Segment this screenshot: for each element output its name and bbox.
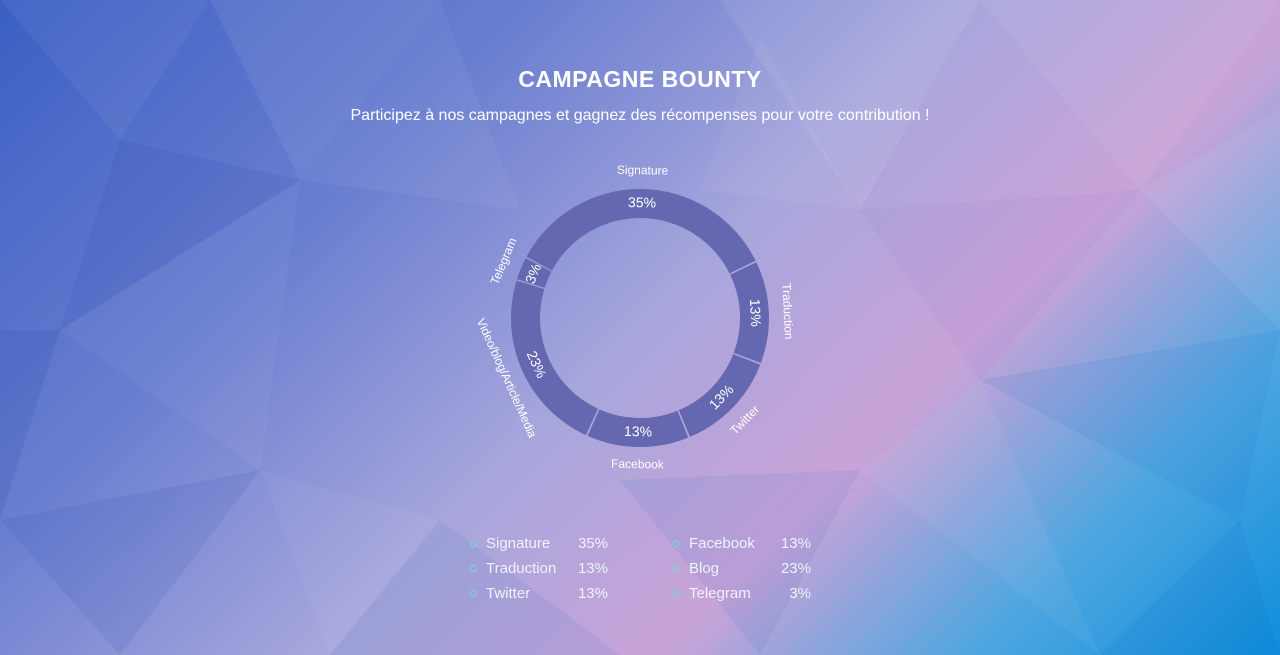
legend-item: Signature 35% <box>470 531 608 556</box>
legend-value: 23% <box>780 560 811 577</box>
donut-category-label-signature: Signature <box>617 163 669 178</box>
legend-item: Traduction 13% <box>470 556 608 581</box>
page-subtitle: Participez à nos campagnes et gagnez des… <box>350 107 930 124</box>
legend-value: 13% <box>577 560 608 577</box>
legend-dot-icon <box>673 590 680 597</box>
legend-column-left: Signature 35% Traduction 13% Twitter 13% <box>470 531 608 606</box>
legend-value: 35% <box>577 535 608 552</box>
legend-value: 13% <box>577 585 608 602</box>
legend-dot-icon <box>673 565 680 572</box>
legend-label: Telegram <box>689 585 751 602</box>
donut-slice-signature <box>526 189 756 274</box>
legend-dot-icon <box>470 540 477 547</box>
donut-slice-telegram <box>517 258 552 288</box>
donut-slice-video-blog-article-media <box>511 280 599 436</box>
donut-value-label-traduction: 13% <box>747 298 764 327</box>
donut-value-label-telegram: 3% <box>522 261 545 286</box>
donut-category-label-traduction: Traduction <box>779 283 796 340</box>
donut-value-label-facebook: 13% <box>624 423 652 439</box>
legend-value: 3% <box>789 585 811 602</box>
legend-label: Blog <box>689 560 720 577</box>
legend-column-right: Facebook 13% Blog 23% Telegram 3% <box>673 531 811 606</box>
page-title: CAMPAGNE BOUNTY <box>518 66 762 92</box>
legend-dot-icon <box>470 565 477 572</box>
donut-slice-traduction <box>730 262 769 363</box>
legend-item: Twitter 13% <box>470 581 608 606</box>
legend-label: Traduction <box>486 560 557 577</box>
legend-value: 13% <box>780 535 811 552</box>
legend-dot-icon <box>673 540 680 547</box>
donut-slice-facebook <box>587 409 689 447</box>
donut-slice-twitter <box>678 354 761 437</box>
legend-item: Telegram 3% <box>673 581 811 606</box>
legend-label: Twitter <box>486 585 531 602</box>
legend-dot-icon <box>470 590 477 597</box>
legend-label: Facebook <box>689 535 755 552</box>
donut-category-label-facebook: Facebook <box>611 457 665 472</box>
bounty-donut-chart: 35% Signature 13% Traduction 13% Twitter 13% Fa… <box>440 150 840 490</box>
legend-item: Blog 23% <box>673 556 811 581</box>
legend-item: Facebook 13% <box>673 531 811 556</box>
donut-category-label-telegram: Telegram <box>488 236 520 287</box>
legend-label: Signature <box>486 535 551 552</box>
donut-value-label-signature: 35% <box>628 194 656 210</box>
